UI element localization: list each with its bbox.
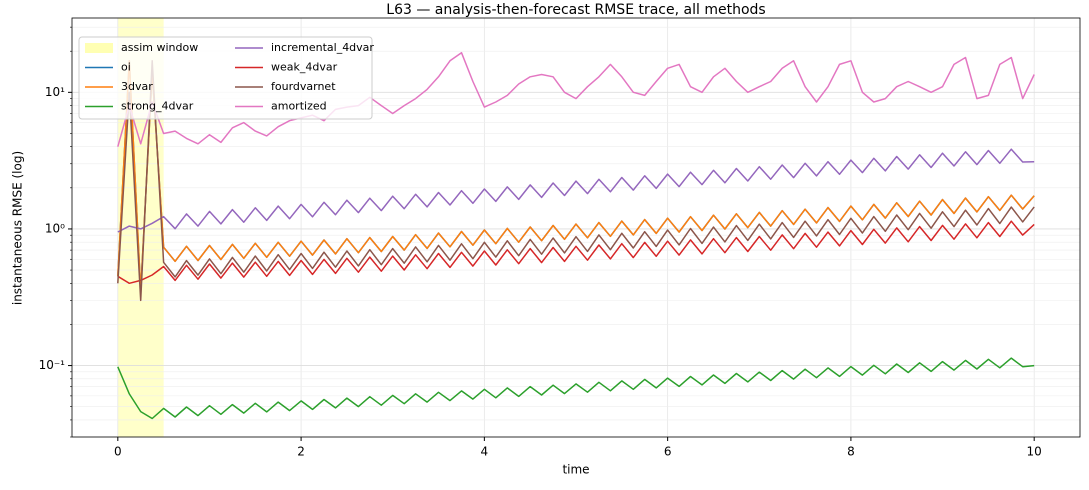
legend-label: assim window	[121, 41, 198, 54]
plot-frame	[71, 17, 1081, 438]
y-tick-label: 10⁻¹	[39, 358, 66, 372]
series-line	[117, 148, 1035, 233]
y-tick-label: 10⁰	[45, 221, 65, 235]
series-line	[117, 60, 1035, 302]
legend-label: fourdvarnet	[271, 80, 336, 93]
series-line	[117, 357, 1035, 420]
legend-label: oi	[121, 61, 131, 74]
legend-label: strong_4dvar	[121, 100, 194, 113]
y-tick-label: 10¹	[45, 85, 65, 99]
series-line	[117, 220, 1035, 285]
series-line	[117, 60, 1035, 292]
legend-label: weak_4dvar	[271, 61, 338, 74]
x-tick-label: 6	[664, 445, 672, 459]
x-tick-label: 2	[297, 445, 305, 459]
x-tick-label: 4	[481, 445, 489, 459]
x-axis-label: time	[562, 463, 589, 477]
legend-box	[78, 36, 373, 120]
x-tick-label: 0	[114, 445, 122, 459]
axes: 0 2 4 6 8 10 10⁻¹ 10⁰ 10¹	[39, 26, 1042, 459]
legend-swatch	[85, 43, 113, 53]
legend: assim window oi 3dvar strong_4dvar increment…	[78, 36, 374, 120]
y-axis-label: instantaneous RMSE (log)	[11, 151, 25, 305]
chart-title: L63 — analysis-then-forecast RMSE trace,…	[386, 2, 765, 18]
plot-lines	[117, 51, 1035, 420]
x-tick-label: 10	[1027, 445, 1042, 459]
x-tick-label: 8	[847, 445, 855, 459]
legend-label: incremental_4dvar	[271, 41, 374, 54]
series-line	[117, 51, 1035, 147]
legend-label: 3dvar	[121, 80, 153, 93]
legend-label: amortized	[271, 100, 327, 113]
